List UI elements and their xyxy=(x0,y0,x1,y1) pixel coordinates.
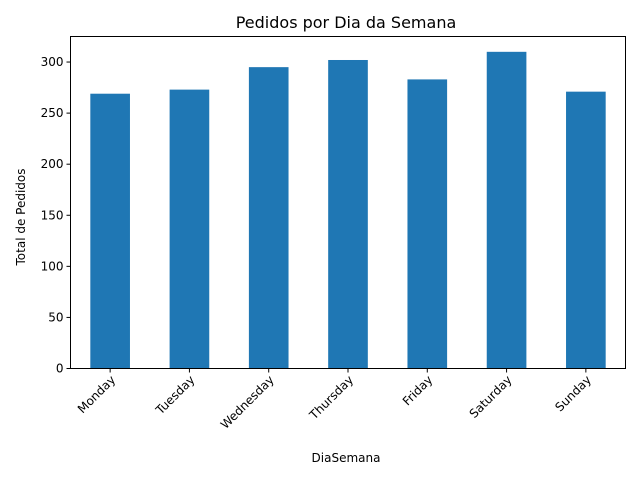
y-tick-label: 0 xyxy=(56,362,64,376)
bar-monday xyxy=(90,93,130,369)
chart-title: Pedidos por Dia da Semana xyxy=(236,13,457,32)
y-tick-label: 200 xyxy=(41,157,64,171)
bar-friday xyxy=(407,79,448,369)
y-axis: 0 50 100 150 200 250 300 xyxy=(41,55,71,376)
bar-saturday xyxy=(486,51,527,369)
y-tick-label: 250 xyxy=(41,106,64,120)
bar-sunday xyxy=(566,91,606,369)
y-tick-label: 100 xyxy=(41,259,64,273)
y-tick-label: 300 xyxy=(41,55,64,69)
bar-wednesday xyxy=(248,67,289,369)
plot-frame xyxy=(70,36,626,369)
y-axis-label: Total de Pedidos xyxy=(14,168,28,266)
y-tick-label: 50 xyxy=(48,310,63,324)
x-axis-label: DiaSemana xyxy=(312,451,381,465)
bar-tuesday xyxy=(169,89,210,369)
bar-thursday xyxy=(328,59,368,369)
bars-layer xyxy=(90,51,606,369)
y-tick-label: 150 xyxy=(41,208,64,222)
